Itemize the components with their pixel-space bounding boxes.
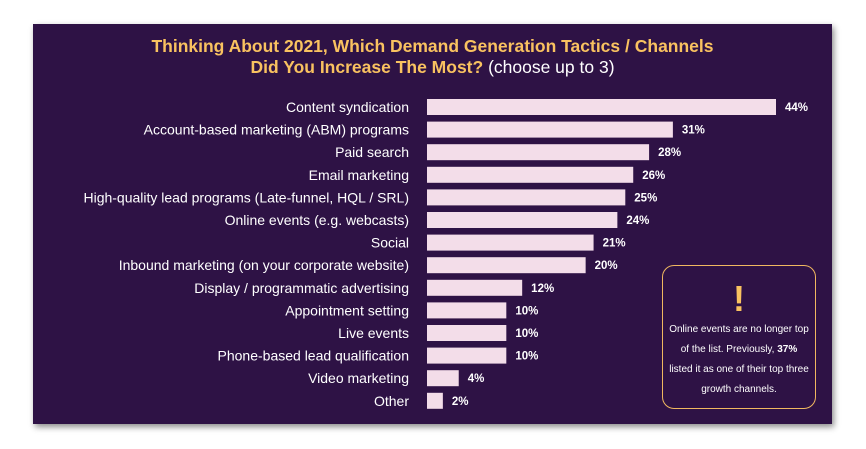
value-label: 25%	[634, 192, 657, 204]
bar	[427, 347, 507, 364]
value-label: 2%	[452, 396, 469, 408]
category-label: Email marketing	[309, 167, 409, 183]
bar	[427, 257, 586, 274]
value-label: 10%	[515, 328, 538, 340]
value-label: 44%	[785, 102, 808, 114]
bar	[427, 370, 459, 387]
bar	[427, 302, 507, 319]
value-label: 26%	[642, 170, 665, 182]
title-subnote: (choose up to 3)	[483, 57, 615, 77]
value-label: 28%	[658, 147, 681, 159]
title-question: Did You Increase The Most?	[250, 57, 484, 77]
callout-highlight: 37%	[777, 344, 798, 355]
category-label: Other	[374, 393, 409, 409]
value-label: 24%	[626, 215, 649, 227]
value-label: 12%	[531, 283, 554, 295]
value-label: 20%	[595, 260, 618, 272]
category-label: Content syndication	[286, 99, 409, 115]
category-label: Display / programmatic advertising	[194, 280, 409, 296]
bar	[427, 121, 673, 138]
callout-text-after: listed it as one of their top three grow…	[669, 364, 809, 395]
category-label: Phone-based lead qualification	[218, 348, 409, 364]
value-label: 4%	[468, 373, 485, 385]
bar-chart: Content syndication 44% Account-based mark…	[83, 99, 808, 409]
category-label: Live events	[338, 325, 409, 341]
bar	[427, 189, 626, 206]
chart-title: Thinking About 2021, Which Demand Genera…	[33, 36, 832, 78]
category-label: Paid search	[335, 144, 409, 160]
category-label: Online events (e.g. webcasts)	[225, 212, 409, 228]
category-label: Inbound marketing (on your corporate web…	[119, 257, 409, 273]
bar	[427, 279, 523, 296]
bar	[427, 99, 776, 115]
callout-box: ! Online events are no longer top of the…	[662, 265, 816, 409]
callout-text: Online events are no longer top of the l…	[663, 320, 815, 400]
value-label: 10%	[515, 305, 538, 317]
bar	[427, 325, 507, 341]
category-label: Social	[371, 235, 409, 251]
category-label: Video marketing	[308, 370, 409, 386]
title-line-1: Thinking About 2021, Which Demand Genera…	[151, 36, 714, 56]
bar	[427, 234, 594, 251]
callout-text-before: Online events are no longer top of the l…	[669, 324, 809, 355]
title-line-2: Did You Increase The Most? (choose up to…	[33, 57, 832, 78]
bar	[427, 212, 618, 228]
chart-panel: Thinking About 2021, Which Demand Genera…	[33, 24, 832, 424]
value-label: 31%	[682, 125, 705, 137]
category-label: Appointment setting	[285, 302, 409, 318]
bar	[427, 392, 443, 409]
category-label: Account-based marketing (ABM) programs	[144, 122, 409, 138]
value-label: 21%	[603, 238, 626, 250]
bar	[427, 166, 634, 183]
bar	[427, 144, 650, 161]
category-label: High-quality lead programs (Late-funnel,…	[83, 189, 409, 205]
value-label: 10%	[515, 351, 538, 363]
exclamation-icon: !	[733, 278, 745, 319]
